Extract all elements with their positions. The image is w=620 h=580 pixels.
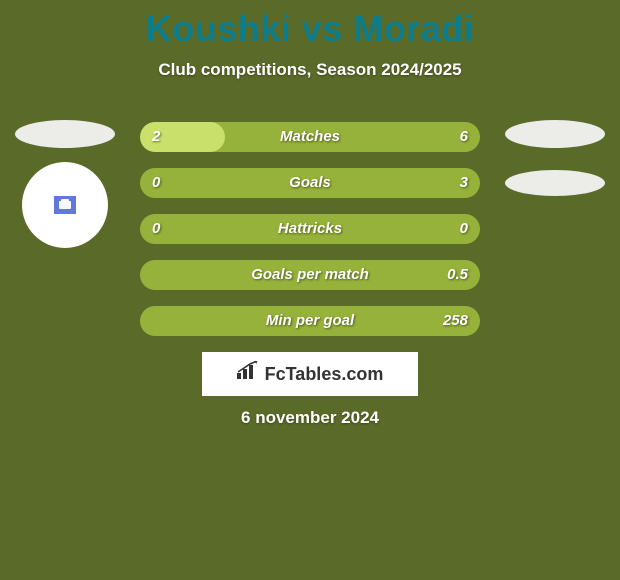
stat-row: 0Goals3 — [140, 168, 480, 198]
stat-row: 2Matches6 — [140, 122, 480, 152]
left-player-badge — [22, 162, 108, 248]
stat-label: Goals — [140, 168, 480, 198]
left-player-col — [10, 120, 120, 248]
left-ellipse-top — [15, 120, 115, 148]
comparison-infographic: Koushki vs Moradi Club competitions, Sea… — [0, 0, 620, 580]
right-ellipse-2 — [505, 170, 605, 196]
stat-right-value: 3 — [460, 168, 468, 198]
stat-label: Min per goal — [140, 306, 480, 336]
stat-label: Goals per match — [140, 260, 480, 290]
stat-bars: 2Matches60Goals30Hattricks0Goals per mat… — [140, 122, 480, 352]
right-ellipse-1 — [505, 120, 605, 148]
stat-right-value: 0 — [460, 214, 468, 244]
chart-icon — [237, 351, 259, 395]
stat-right-value: 258 — [443, 306, 468, 336]
stat-row: Min per goal258 — [140, 306, 480, 336]
badge-icon — [54, 196, 76, 214]
stat-right-value: 0.5 — [447, 260, 468, 290]
stat-label: Matches — [140, 122, 480, 152]
page-title: Koushki vs Moradi — [0, 0, 620, 50]
date-text: 6 november 2024 — [0, 408, 620, 428]
brand-logo: FcTables.com — [202, 352, 418, 396]
stat-row: 0Hattricks0 — [140, 214, 480, 244]
stat-row: Goals per match0.5 — [140, 260, 480, 290]
stat-label: Hattricks — [140, 214, 480, 244]
brand-text: FcTables.com — [265, 364, 384, 384]
page-subtitle: Club competitions, Season 2024/2025 — [0, 60, 620, 80]
right-player-col — [500, 120, 610, 196]
stat-right-value: 6 — [460, 122, 468, 152]
